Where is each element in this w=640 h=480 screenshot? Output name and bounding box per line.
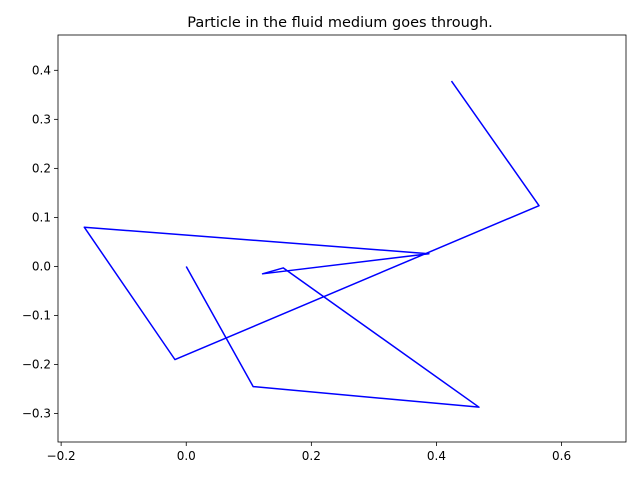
x-tick-label: 0.0	[177, 449, 196, 463]
series-line-0	[83, 80, 540, 408]
y-tick-label: 0.1	[32, 210, 51, 224]
y-tick-label: 0.0	[32, 259, 51, 273]
y-tick-label: 0.4	[32, 63, 51, 77]
y-tick-label: −0.2	[22, 358, 51, 372]
chart-title: Particle in the fluid medium goes throug…	[187, 15, 493, 31]
x-tick-label: 0.4	[427, 449, 446, 463]
y-tick-label: −0.1	[22, 308, 51, 322]
y-tick-label: 0.3	[32, 112, 51, 126]
plot-area	[83, 80, 540, 408]
axes-frame	[57, 34, 627, 443]
x-tick-label: −0.2	[47, 449, 76, 463]
axes: −0.2 0.0 0.2 0.4 0.6 −0.3 −0.2 −0.1 0.0 0.1 0.2 0.3…	[22, 34, 627, 463]
x-tick-label: 0.2	[302, 449, 321, 463]
x-tick-label: 0.6	[552, 449, 571, 463]
y-tick-label: 0.2	[32, 161, 51, 175]
y-tick-label: −0.3	[22, 407, 51, 421]
